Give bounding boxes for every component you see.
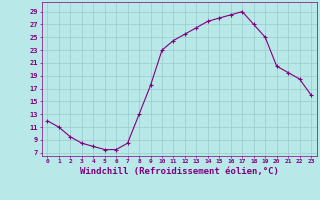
X-axis label: Windchill (Refroidissement éolien,°C): Windchill (Refroidissement éolien,°C) (80, 167, 279, 176)
